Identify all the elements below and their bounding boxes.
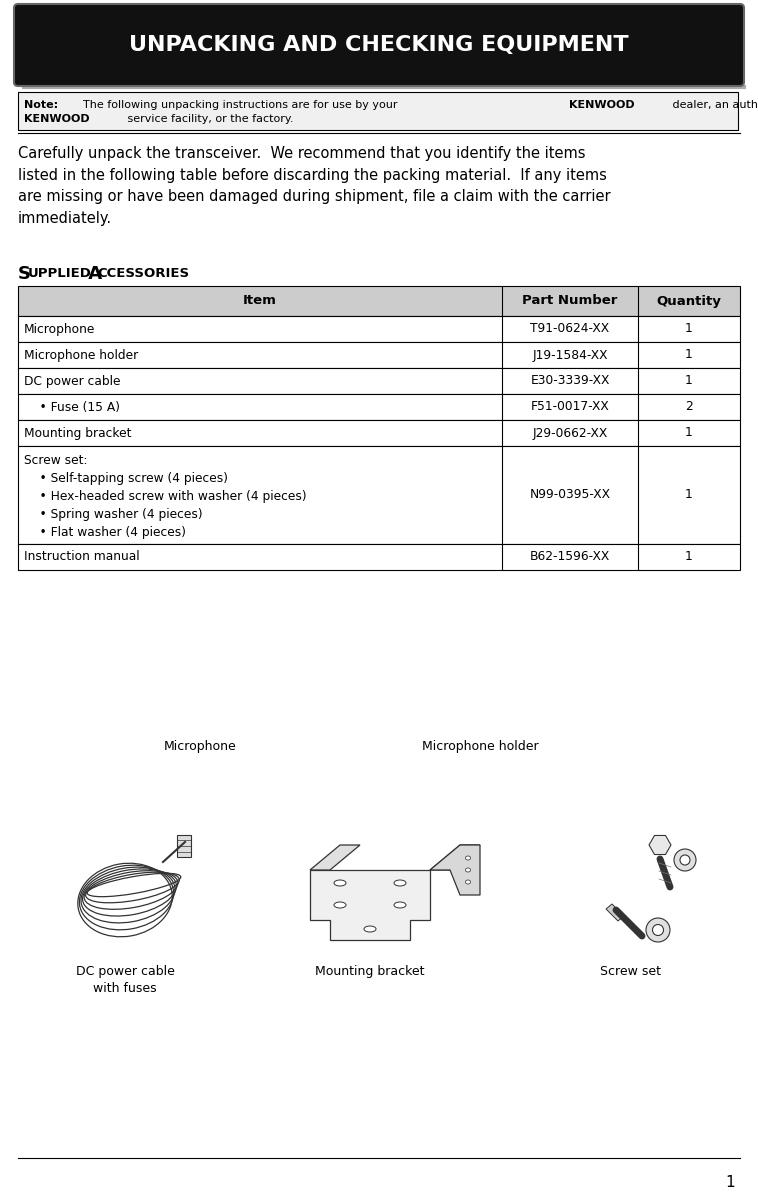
Text: E30-3339-XX: E30-3339-XX: [531, 375, 609, 388]
Bar: [18, 316, 740, 342]
Text: • Hex-headed screw with washer (4 pieces): • Hex-headed screw with washer (4 pieces…: [24, 490, 307, 503]
Bar: [18, 342, 740, 368]
Text: KENWOOD: KENWOOD: [24, 114, 89, 124]
Bar: [18, 544, 740, 570]
Ellipse shape: [465, 868, 471, 872]
Text: UPPLIED: UPPLIED: [28, 267, 92, 280]
Text: service facility, or the factory.: service facility, or the factory.: [124, 114, 293, 124]
Text: 1: 1: [685, 489, 693, 502]
Bar: [18, 394, 740, 420]
Ellipse shape: [394, 902, 406, 908]
Text: 1: 1: [725, 1175, 735, 1190]
Bar: [18, 368, 740, 394]
Text: N99-0395-XX: N99-0395-XX: [530, 489, 610, 502]
Ellipse shape: [646, 918, 670, 942]
Text: CCESSORIES: CCESSORIES: [97, 267, 190, 280]
Text: 2: 2: [685, 400, 693, 413]
Text: 1: 1: [685, 375, 693, 388]
Text: Carefully unpack the transceiver.  We recommend that you identify the items
list: Carefully unpack the transceiver. We rec…: [18, 147, 611, 226]
Text: Mounting bracket: Mounting bracket: [315, 964, 424, 978]
Text: 1: 1: [685, 550, 693, 563]
Polygon shape: [430, 846, 480, 895]
Text: S: S: [18, 265, 31, 283]
Text: The following unpacking instructions are for use by your: The following unpacking instructions are…: [76, 100, 401, 110]
Text: • Spring washer (4 pieces): • Spring washer (4 pieces): [24, 508, 202, 521]
Bar: [18, 286, 740, 316]
Polygon shape: [606, 904, 624, 921]
Text: J29-0662-XX: J29-0662-XX: [532, 426, 608, 440]
Text: • Self-tapping screw (4 pieces): • Self-tapping screw (4 pieces): [24, 472, 228, 485]
Text: Screw set:: Screw set:: [24, 454, 87, 467]
Text: Part Number: Part Number: [522, 294, 618, 307]
Ellipse shape: [674, 849, 696, 871]
Text: Mounting bracket: Mounting bracket: [24, 426, 131, 440]
Polygon shape: [430, 846, 480, 870]
Ellipse shape: [465, 880, 471, 884]
Text: Microphone holder: Microphone holder: [24, 348, 138, 362]
Text: 1: 1: [685, 348, 693, 362]
FancyBboxPatch shape: [14, 4, 744, 86]
Ellipse shape: [653, 925, 663, 936]
Text: dealer, an authorized: dealer, an authorized: [669, 100, 758, 110]
Text: KENWOOD: KENWOOD: [569, 100, 635, 110]
Bar: [18, 446, 740, 544]
Ellipse shape: [364, 926, 376, 932]
Text: DC power cable
with fuses: DC power cable with fuses: [76, 964, 174, 994]
Text: • Flat washer (4 pieces): • Flat washer (4 pieces): [24, 526, 186, 539]
Bar: [18, 420, 740, 446]
Polygon shape: [310, 846, 360, 870]
Text: UNPACKING AND CHECKING EQUIPMENT: UNPACKING AND CHECKING EQUIPMENT: [129, 35, 629, 55]
Ellipse shape: [465, 856, 471, 860]
Text: Microphone holder: Microphone holder: [421, 740, 538, 753]
Text: Screw set: Screw set: [600, 964, 660, 978]
Text: Microphone: Microphone: [24, 323, 96, 335]
Text: J19-1584-XX: J19-1584-XX: [532, 348, 608, 362]
Text: Microphone: Microphone: [164, 740, 236, 753]
Text: B62-1596-XX: B62-1596-XX: [530, 550, 610, 563]
Polygon shape: [649, 836, 671, 855]
Text: Quantity: Quantity: [656, 294, 722, 307]
Bar: [18, 92, 738, 130]
Text: DC power cable: DC power cable: [24, 375, 121, 388]
Ellipse shape: [394, 880, 406, 886]
Ellipse shape: [680, 855, 690, 865]
Ellipse shape: [334, 902, 346, 908]
Text: 1: 1: [685, 426, 693, 440]
Text: Note:: Note:: [24, 100, 58, 110]
Polygon shape: [310, 870, 430, 940]
Bar: [177, 835, 191, 858]
Text: • Fuse (15 A): • Fuse (15 A): [24, 400, 120, 413]
Text: Instruction manual: Instruction manual: [24, 550, 139, 563]
Ellipse shape: [334, 880, 346, 886]
Text: A: A: [82, 265, 102, 283]
Text: T91-0624-XX: T91-0624-XX: [531, 323, 609, 335]
Text: Item: Item: [243, 294, 277, 307]
Text: 1: 1: [685, 323, 693, 335]
Text: F51-0017-XX: F51-0017-XX: [531, 400, 609, 413]
